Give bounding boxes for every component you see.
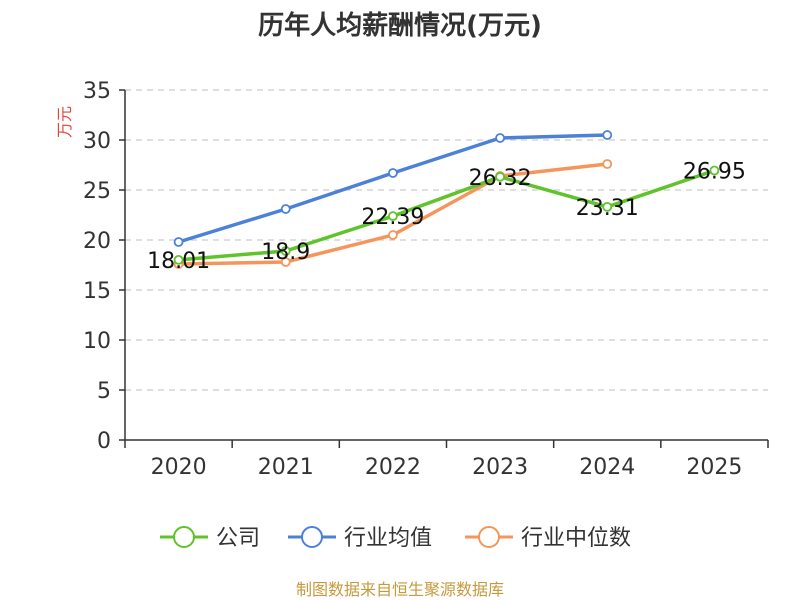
data-point xyxy=(388,168,398,178)
legend-label: 公司 xyxy=(216,526,260,551)
data-point xyxy=(495,171,505,182)
y-tick-label: 10 xyxy=(83,329,111,354)
data-point xyxy=(602,130,613,140)
data-point xyxy=(495,133,505,143)
data-label: 18.9 xyxy=(261,240,310,265)
legend-marker xyxy=(301,526,323,548)
x-tick-label: 2020 xyxy=(151,455,207,480)
legend-marker xyxy=(173,526,195,548)
legend-label: 行业均值 xyxy=(344,526,432,551)
chart-title: 历年人均薪酬情况(万元) xyxy=(258,10,542,41)
data-point xyxy=(173,254,184,265)
series-lines xyxy=(173,130,720,269)
data-label: 22.39 xyxy=(361,205,424,230)
grid-lines xyxy=(125,89,768,391)
data-label: 26.95 xyxy=(683,160,746,185)
data-label: 23.31 xyxy=(576,196,639,221)
data-point xyxy=(709,165,720,176)
data-label: 26.32 xyxy=(469,166,532,191)
x-tick-label: 2021 xyxy=(258,455,314,480)
data-label: 18.01 xyxy=(147,249,210,274)
legend-item: 公司 xyxy=(160,526,260,551)
series-line xyxy=(176,168,717,262)
series-1 xyxy=(173,130,613,247)
y-tick-label: 30 xyxy=(83,129,111,154)
data-point xyxy=(388,211,398,222)
x-tick-label: 2022 xyxy=(365,455,421,480)
data-labels: 18.01 18.9 22.39 26.32 23.31 26.95 xyxy=(147,160,746,274)
legend-item: 行业均值 xyxy=(288,526,432,551)
legend-marker xyxy=(478,526,500,548)
y-axis-label: 万元 xyxy=(55,106,74,138)
data-point xyxy=(602,159,613,169)
y-tick-label: 0 xyxy=(97,429,111,454)
y-tick-label: 15 xyxy=(83,279,111,304)
x-tick-label: 2024 xyxy=(579,455,635,480)
legend-item: 行业中位数 xyxy=(465,526,631,551)
data-point xyxy=(602,201,613,212)
y-tick-label: 5 xyxy=(97,379,111,404)
y-tick-label: 20 xyxy=(83,229,111,254)
data-point xyxy=(388,230,398,240)
data-point xyxy=(280,246,291,256)
y-tick-label: 35 xyxy=(83,79,111,104)
x-tick-label: 2023 xyxy=(472,455,528,480)
data-point xyxy=(280,204,291,214)
y-tick-label: 25 xyxy=(83,179,111,204)
legend: 公司 行业均值 行业中位数 xyxy=(160,526,631,551)
data-point xyxy=(280,257,291,267)
x-tick-label: 2025 xyxy=(686,455,742,480)
legend-label: 行业中位数 xyxy=(521,526,631,551)
series-0 xyxy=(173,165,720,265)
source-note: 制图数据来自恒生聚源数据库 xyxy=(296,580,504,599)
data-point xyxy=(173,237,184,247)
